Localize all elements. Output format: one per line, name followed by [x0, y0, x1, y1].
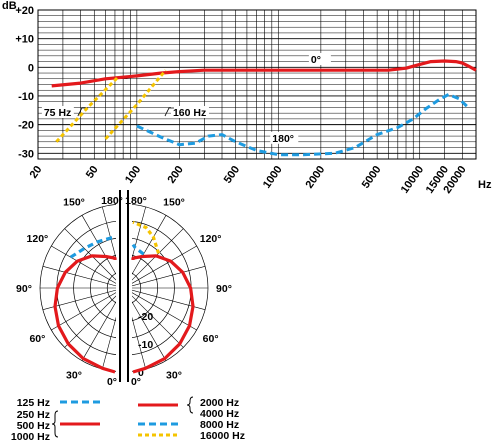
polar-grid-spoke	[123, 287, 184, 348]
annotation-label: 0°	[311, 54, 321, 66]
series-line	[136, 93, 470, 157]
series-line	[55, 74, 121, 143]
angle-label: 60°	[29, 333, 45, 345]
angle-label: 60°	[203, 333, 219, 345]
polar-series-line	[131, 243, 145, 256]
polar-grid-spoke	[51, 287, 125, 331]
polar-series-line	[69, 236, 116, 259]
frequency-response-chart: +20 +10 0 -10 -20 -30 dB 20 50 100 200 500 1000 2000 5…	[2, 0, 492, 196]
legend-label: 8000 Hz	[200, 419, 239, 431]
angle-label: 180°	[101, 195, 123, 207]
y-axis-label: dB	[2, 0, 17, 12]
x-tick-label: 10000	[399, 164, 426, 196]
angle-label: 0°	[131, 376, 141, 388]
legend-label: 500 Hz	[17, 420, 50, 432]
polar-grid-spoke	[123, 287, 197, 331]
annotation-label: 180°	[272, 133, 294, 145]
y-tick-label: -10	[18, 91, 34, 103]
polar-grid-spoke	[123, 228, 184, 289]
radial-tick-label: 0	[138, 367, 144, 379]
legend-label: 16000 Hz	[200, 430, 245, 442]
y-tick-label: 0	[28, 62, 34, 74]
x-tick-label: 100	[123, 164, 143, 186]
radial-tick-label: -10	[138, 339, 153, 351]
annotation-background	[308, 53, 331, 66]
legend-label: 250 Hz	[17, 409, 50, 421]
polar-grid-spoke	[64, 287, 125, 348]
x-tick-label: 50	[84, 164, 101, 181]
legend-brace	[186, 396, 194, 414]
x-tick-label: 20	[28, 164, 45, 181]
polar-grid-spoke	[123, 266, 206, 289]
x-tick-label: 200	[166, 164, 186, 186]
legend-label: 2000 Hz	[200, 397, 239, 409]
legend-label: 4000 Hz	[200, 408, 239, 420]
angle-label: 90°	[216, 283, 232, 295]
polar-grid-spoke	[51, 245, 125, 289]
x-axis-label: Hz	[478, 179, 492, 191]
angle-label: 150°	[163, 196, 185, 208]
polar-grid-spoke	[64, 228, 125, 289]
angle-label: 0°	[107, 376, 117, 388]
y-tick-label: +10	[15, 34, 34, 46]
polar-grid-spoke	[123, 245, 197, 289]
legend-brace	[51, 410, 59, 438]
polar-series-line	[53, 254, 117, 374]
series-line	[104, 69, 167, 140]
x-tick-label: 2000	[303, 164, 327, 191]
angle-label: 120°	[200, 233, 222, 245]
annotation-leader	[164, 107, 174, 117]
polar-series-line	[132, 220, 161, 254]
legend-label: 1000 Hz	[11, 431, 50, 442]
y-tick-label: -20	[18, 120, 34, 132]
angle-label: 90°	[16, 283, 32, 295]
annotation-label: 75 Hz	[44, 107, 71, 119]
angle-label: 150°	[63, 196, 85, 208]
polar-pattern-chart: 0 -10 -20 180° 180° 150° 150° 120° 120° 90° 90° 60°…	[16, 190, 232, 388]
annotation-background	[170, 106, 209, 119]
annotation-background	[270, 131, 299, 144]
angle-label: 30°	[66, 370, 82, 382]
y-tick-label: +20	[15, 5, 34, 17]
x-tick-label: 500	[222, 164, 242, 186]
polar-center-gap	[116, 190, 132, 384]
angle-label: 30°	[166, 370, 182, 382]
radial-tick-label: -20	[138, 311, 153, 323]
angle-label: 120°	[27, 233, 49, 245]
angle-label: 180°	[125, 195, 147, 207]
polar-series-line	[131, 254, 195, 374]
series-line	[51, 59, 477, 88]
y-tick-label: -30	[18, 148, 34, 160]
x-tick-label: 1000	[261, 164, 285, 191]
polar-grid-spoke	[42, 266, 125, 289]
legend-label: 125 Hz	[17, 397, 50, 409]
x-tick-label: 5000	[360, 164, 384, 191]
annotation-label: 160 Hz	[173, 107, 206, 119]
annotation-background	[41, 106, 74, 119]
